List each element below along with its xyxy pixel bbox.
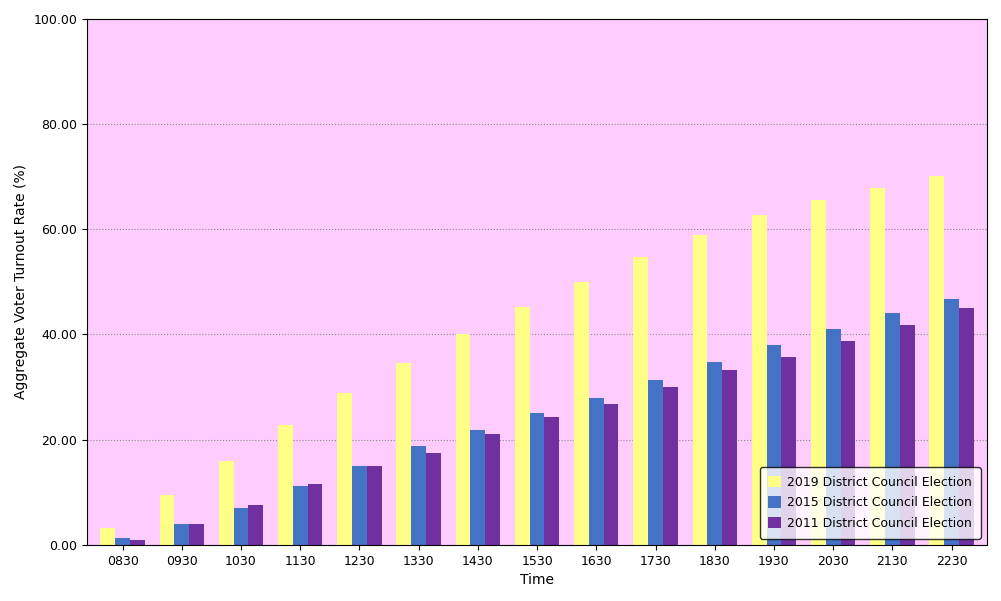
- Bar: [130, 540, 145, 545]
- Bar: [752, 215, 767, 545]
- Bar: [885, 313, 900, 545]
- Bar: [100, 528, 115, 545]
- Bar: [426, 453, 440, 545]
- Bar: [530, 413, 545, 545]
- Bar: [782, 356, 796, 545]
- Bar: [959, 308, 974, 545]
- Bar: [219, 461, 233, 545]
- X-axis label: Time: Time: [521, 573, 555, 587]
- Bar: [515, 307, 530, 545]
- Bar: [648, 380, 663, 545]
- Bar: [545, 417, 560, 545]
- Bar: [366, 466, 381, 545]
- Bar: [944, 299, 959, 545]
- Bar: [396, 364, 411, 545]
- Bar: [634, 257, 648, 545]
- Bar: [411, 446, 426, 545]
- Bar: [604, 404, 619, 545]
- Bar: [811, 200, 826, 545]
- Bar: [248, 505, 263, 545]
- Bar: [900, 325, 915, 545]
- Bar: [189, 524, 204, 545]
- Bar: [115, 538, 130, 545]
- Bar: [293, 486, 307, 545]
- Bar: [337, 394, 352, 545]
- Y-axis label: Aggregate Voter Turnout Rate (%): Aggregate Voter Turnout Rate (%): [14, 164, 28, 399]
- Bar: [352, 466, 366, 545]
- Bar: [841, 341, 856, 545]
- Bar: [159, 495, 174, 545]
- Bar: [485, 435, 500, 545]
- Bar: [708, 362, 722, 545]
- Bar: [575, 282, 589, 545]
- Bar: [870, 188, 885, 545]
- Bar: [826, 329, 841, 545]
- Bar: [693, 234, 708, 545]
- Bar: [589, 398, 604, 545]
- Bar: [663, 387, 678, 545]
- Bar: [174, 524, 189, 545]
- Bar: [307, 484, 322, 545]
- Bar: [929, 175, 944, 545]
- Legend: 2019 District Council Election, 2015 District Council Election, 2011 District Co: 2019 District Council Election, 2015 Dis…: [760, 467, 981, 538]
- Bar: [455, 334, 470, 545]
- Bar: [470, 430, 485, 545]
- Bar: [722, 370, 737, 545]
- Bar: [767, 345, 782, 545]
- Bar: [233, 508, 248, 545]
- Bar: [278, 425, 293, 545]
